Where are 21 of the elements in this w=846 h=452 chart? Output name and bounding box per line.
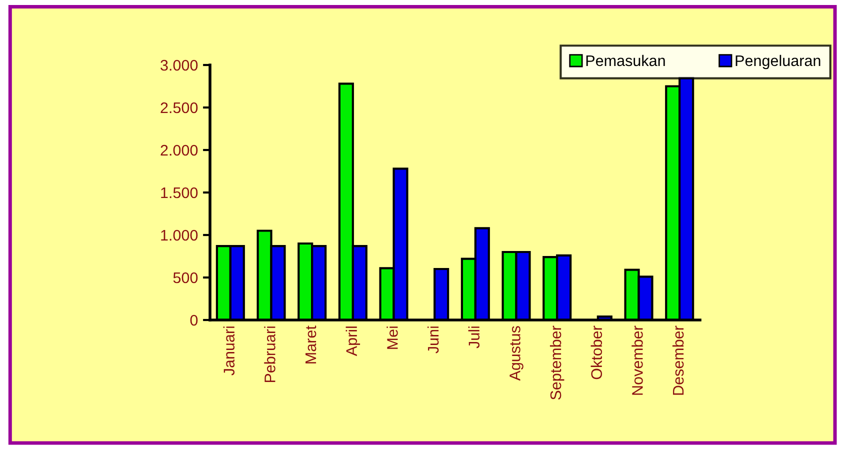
- x-tick-label: Mei: [386, 326, 398, 349]
- x-tick-label: Juli: [468, 326, 480, 348]
- y-tick-label: 3.000: [160, 60, 198, 71]
- x-tick-label: September: [550, 326, 564, 400]
- x-tick-label: Agustus: [510, 326, 524, 381]
- legend-label: Pengeluaran: [736, 54, 820, 70]
- y-tick-label: 1.000: [161, 230, 198, 241]
- y-tick-label: 0: [190, 314, 198, 326]
- y-tick-label: 2.000: [160, 144, 198, 156]
- x-tick-label: Oktober: [590, 326, 602, 380]
- y-tick-label: 500: [173, 272, 198, 284]
- legend-label: Pemasukan: [586, 54, 665, 66]
- x-tick-label: April: [346, 326, 360, 356]
- x-tick-label: Pebruari: [264, 326, 276, 382]
- x-tick-label: November: [632, 326, 643, 395]
- y-tick-label: 2.500: [160, 102, 198, 114]
- x-tick-label: Desember: [672, 326, 684, 395]
- x-tick-label: Januari: [223, 326, 235, 376]
- x-tick-label: Maret: [306, 326, 316, 364]
- x-tick-label: Juni: [427, 326, 439, 354]
- y-tick-label: 1.500: [161, 187, 198, 198]
